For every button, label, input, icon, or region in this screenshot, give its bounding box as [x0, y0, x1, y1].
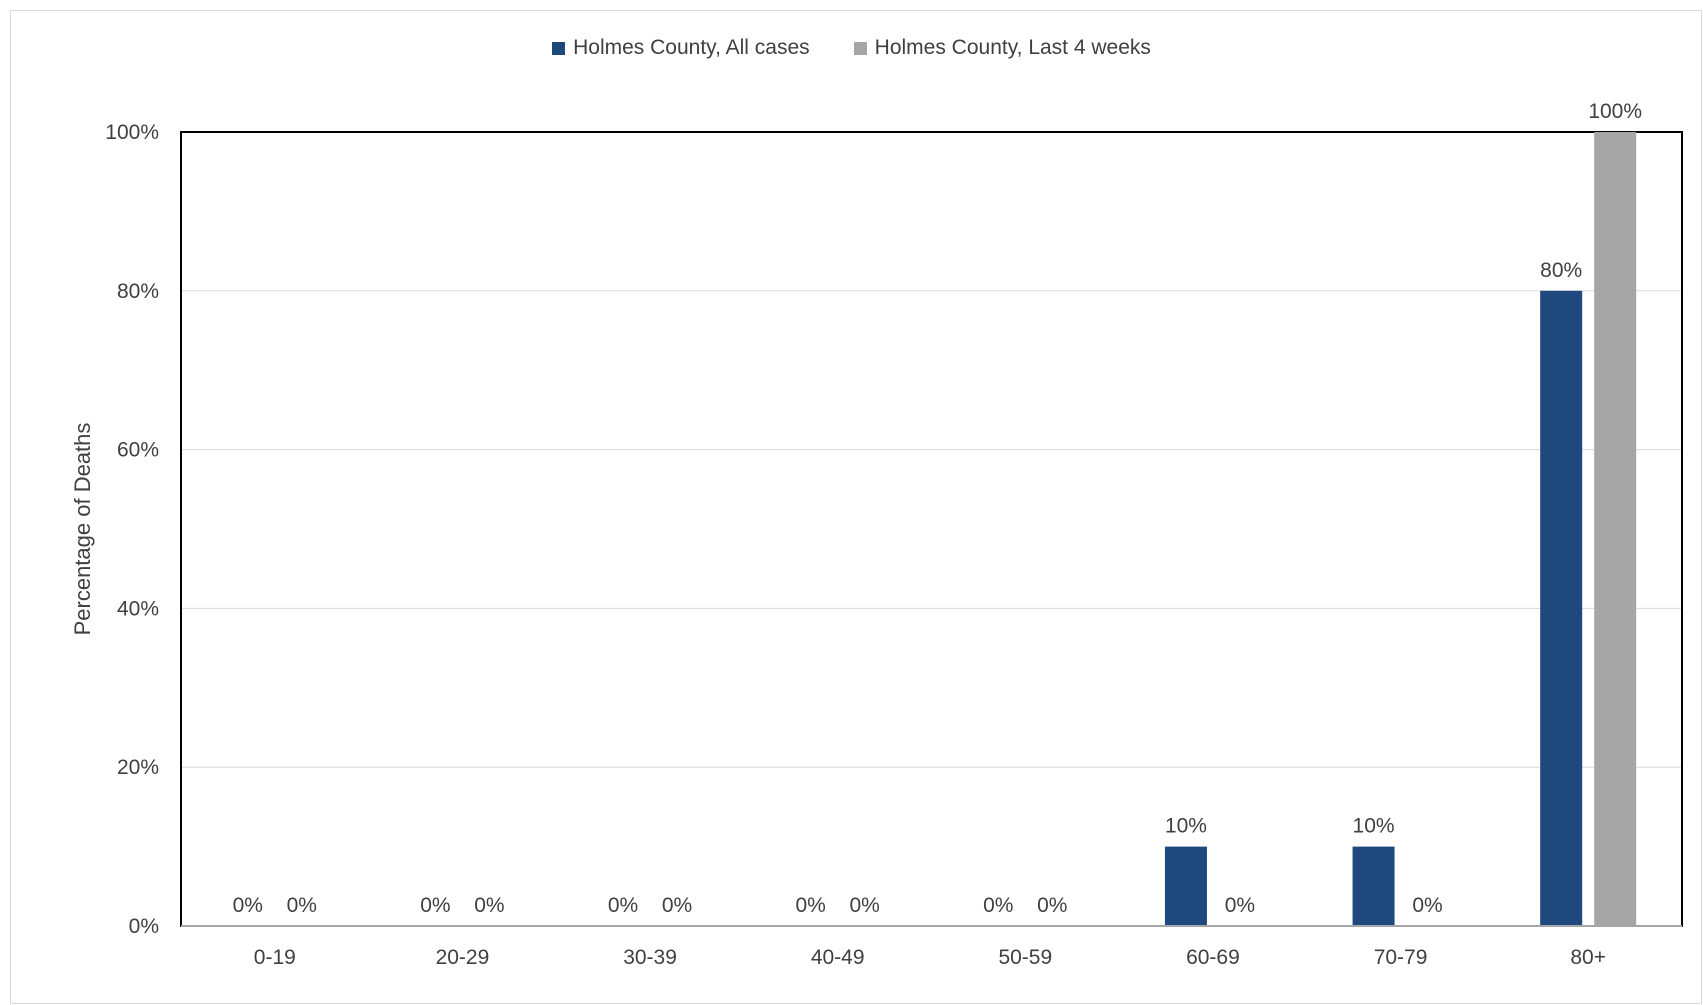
legend: Holmes County, All cases Holmes County, …: [0, 36, 1703, 60]
plot-area-border: [180, 131, 1683, 927]
y-tick-label: 100%: [105, 121, 159, 144]
legend-label-last-4-weeks: Holmes County, Last 4 weeks: [874, 36, 1151, 59]
legend-label-all-cases: Holmes County, All cases: [573, 36, 810, 59]
x-tick-label: 80+: [1570, 946, 1606, 969]
data-label: 0%: [287, 894, 317, 917]
bar-last-4-weeks: [1594, 132, 1637, 926]
data-label: 0%: [983, 894, 1013, 917]
data-label: 0%: [608, 894, 638, 917]
data-label: 0%: [420, 894, 450, 917]
data-label: 80%: [1540, 259, 1582, 282]
bar-all-cases: [1164, 846, 1207, 926]
data-label: 10%: [1353, 815, 1395, 838]
legend-swatch-all-cases: [552, 41, 566, 55]
x-tick-label: 20-29: [436, 946, 490, 969]
y-tick-label: 60%: [117, 439, 159, 462]
data-label: 0%: [233, 894, 263, 917]
data-label: 0%: [1225, 894, 1255, 917]
x-tick-label: 60-69: [1186, 946, 1240, 969]
y-tick-label: 20%: [117, 756, 159, 779]
data-label: 10%: [1165, 815, 1207, 838]
x-tick-label: 30-39: [623, 946, 677, 969]
y-tick-label: 80%: [117, 280, 159, 303]
data-label: 0%: [1037, 894, 1067, 917]
data-label: 0%: [1412, 894, 1442, 917]
x-tick-label: 70-79: [1374, 946, 1428, 969]
data-label: 0%: [796, 894, 826, 917]
x-tick-label: 50-59: [998, 946, 1052, 969]
bar-all-cases: [1540, 290, 1583, 926]
y-tick-label: 40%: [117, 597, 159, 620]
y-axis-title: Percentage of Deaths: [70, 423, 95, 636]
x-tick-label: 40-49: [811, 946, 865, 969]
x-tick-label: 0-19: [254, 946, 296, 969]
legend-swatch-last-4-weeks: [853, 41, 867, 55]
y-tick-label: 0%: [129, 915, 159, 938]
data-label: 0%: [474, 894, 504, 917]
chart-frame: [10, 10, 1702, 1004]
bar-all-cases: [1352, 846, 1395, 926]
data-label: 100%: [1588, 100, 1642, 123]
data-label: 0%: [662, 894, 692, 917]
legend-item-all-cases: Holmes County, All cases: [552, 36, 810, 60]
legend-item-last-4-weeks: Holmes County, Last 4 weeks: [853, 36, 1151, 60]
data-label: 0%: [850, 894, 880, 917]
